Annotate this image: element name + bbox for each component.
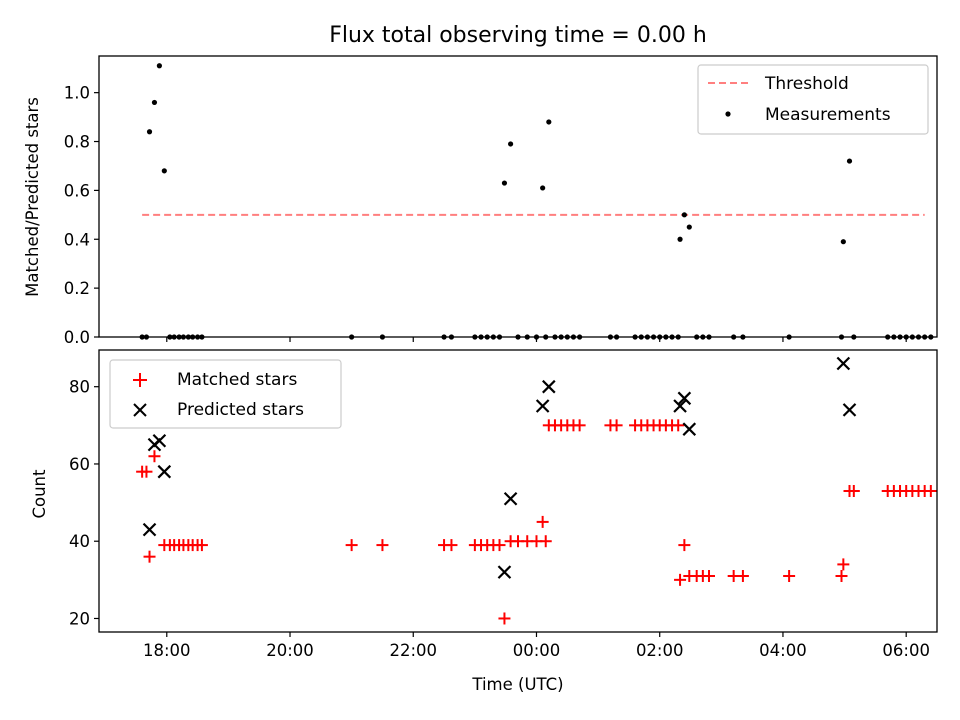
matched-star-point (924, 485, 937, 497)
predicted-star-point (503, 491, 518, 506)
measurement-point (846, 158, 853, 164)
matched-star-point (837, 558, 850, 571)
matched-star-point (195, 539, 208, 552)
x-tick-label: 04:00 (759, 641, 807, 660)
y-tick-label: 1.0 (64, 84, 90, 103)
count-y-axis-label: Count (30, 469, 49, 519)
matched-star-point (140, 465, 153, 478)
predicted-star-point (157, 464, 172, 479)
measurement-point (156, 63, 162, 69)
measurement-point (151, 99, 158, 106)
matched-star-point (783, 569, 796, 582)
ratio-panel: Flux total observing time = 0.00 h 0.00.… (23, 23, 938, 347)
x-tick-label: 22:00 (389, 641, 437, 660)
predicted-star-point (152, 434, 167, 448)
y-tick-label: 0.2 (64, 279, 90, 298)
matched-star-point (445, 539, 458, 552)
count-legend: Matched stars Predicted stars (109, 359, 342, 429)
predicted-star-point (836, 356, 851, 371)
predicted-star-point (535, 399, 550, 413)
matched-star-point (573, 419, 586, 432)
matched-star-point (493, 539, 506, 552)
count-x-axis: 18:00 20:00 22:00 00:00 02:00 04:00 06:00 (143, 632, 930, 660)
y-tick-label: 60 (69, 455, 90, 474)
ratio-y-axis: 0.0 0.2 0.4 0.6 0.8 1.0 (64, 84, 99, 347)
chart-title: Flux total observing time = 0.00 h (329, 23, 707, 48)
legend-matched-swatch (133, 373, 147, 387)
predicted-star-point (842, 403, 857, 417)
predicted-star-point (142, 522, 157, 537)
ratio-x-ticks (166, 337, 907, 342)
measurement-point (686, 224, 692, 230)
matched-star-point (539, 535, 552, 548)
matched-star-point (678, 539, 691, 552)
y-tick-label: 0.0 (64, 328, 90, 347)
measurement-point (540, 185, 546, 191)
matched-star-point (498, 612, 511, 625)
count-panel: 20 40 60 80 18:00 20:00 22:00 00:00 02:00 04:00 0… (30, 349, 938, 694)
measurement-point (546, 119, 552, 125)
measurement-point (681, 212, 687, 218)
count-y-axis: 20 40 60 80 (69, 378, 99, 628)
predicted-star-point (682, 422, 697, 436)
measurement-point (677, 236, 683, 242)
predicted-star-point (497, 565, 512, 579)
x-tick-label: 18:00 (143, 641, 191, 660)
y-tick-label: 0.4 (64, 230, 90, 249)
y-tick-label: 80 (69, 378, 90, 397)
y-tick-label: 20 (69, 609, 90, 628)
matched-star-point (703, 569, 716, 582)
predicted-star-point (542, 379, 556, 394)
x-tick-label: 00:00 (513, 641, 561, 660)
matched-star-point (143, 550, 156, 563)
matched-star-point (376, 539, 389, 552)
legend-matched-label: Matched stars (177, 370, 297, 390)
legend-measurements-label: Measurements (765, 105, 891, 125)
ratio-legend: Threshold Measurements (697, 64, 929, 135)
matched-star-point (536, 515, 549, 528)
y-tick-label: 0.6 (64, 181, 90, 200)
matched-star-point (610, 419, 623, 432)
x-axis-label: Time (UTC) (471, 675, 563, 694)
matched-star-point (674, 573, 687, 586)
legend-predicted-swatch (133, 403, 147, 417)
measurement-point (161, 168, 167, 174)
predicted-star-point (673, 399, 687, 413)
ratio-axes-frame (98, 55, 938, 338)
measurement-point (501, 180, 508, 186)
matched-star-point (835, 569, 848, 582)
x-tick-label: 06:00 (882, 641, 930, 660)
predicted-star-point (677, 391, 692, 406)
legend-threshold-label: Threshold (764, 74, 849, 94)
measurement-point (840, 239, 846, 245)
legend-measurements-swatch (725, 111, 731, 117)
measurement-point (508, 141, 514, 147)
count-plot-area (136, 356, 937, 625)
legend-predicted-label: Predicted stars (177, 400, 304, 420)
matched-star-point (148, 450, 161, 463)
measurement-point (146, 129, 153, 135)
count-axes-frame (98, 349, 938, 633)
x-tick-label: 02:00 (636, 641, 684, 660)
matched-star-point (672, 419, 685, 432)
ratio-y-axis-label: Matched/Predicted stars (23, 97, 42, 297)
matched-star-point (736, 569, 749, 582)
y-tick-label: 40 (69, 532, 90, 551)
matched-star-point (345, 539, 358, 552)
matched-star-point (847, 485, 860, 497)
y-tick-label: 0.8 (64, 133, 90, 152)
x-tick-label: 20:00 (266, 641, 314, 660)
